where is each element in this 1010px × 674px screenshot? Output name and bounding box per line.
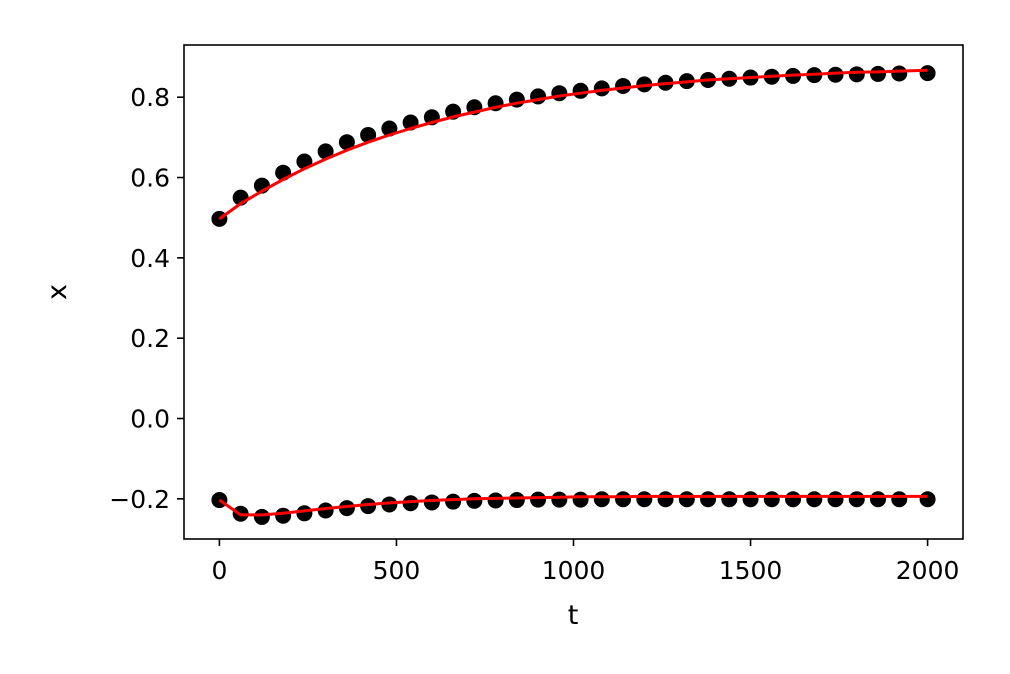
data-point <box>721 491 738 508</box>
data-point <box>360 498 377 515</box>
data-point <box>678 491 695 508</box>
fit-line <box>218 494 928 517</box>
marks <box>211 65 936 525</box>
fit-line <box>218 68 928 221</box>
y-tick-label: 0.0 <box>130 405 170 434</box>
y-axis-label: x <box>42 284 73 300</box>
data-point <box>530 491 547 508</box>
data-point <box>253 508 270 525</box>
data-point <box>615 77 632 94</box>
data-point <box>870 65 887 82</box>
data-point <box>317 502 334 519</box>
data-point <box>806 491 823 508</box>
plot-frame <box>183 44 964 540</box>
data-point <box>551 85 568 102</box>
data-point <box>919 65 936 82</box>
data-point <box>785 491 802 508</box>
data-point <box>636 491 653 508</box>
y-tick-label: 0.6 <box>130 164 170 193</box>
data-point <box>827 66 844 83</box>
data-point <box>615 491 632 508</box>
data-point <box>466 492 483 509</box>
x-tick-label: 1000 <box>542 556 606 585</box>
data-point <box>763 491 780 508</box>
data-point <box>891 491 908 508</box>
x-tick-label: 1500 <box>719 556 783 585</box>
data-point <box>742 491 759 508</box>
data-point <box>657 491 674 508</box>
data-point <box>870 491 887 508</box>
data-point <box>338 500 355 517</box>
data-point <box>848 491 865 508</box>
data-point <box>296 505 313 522</box>
data-point <box>700 491 717 508</box>
data-point <box>572 491 589 508</box>
data-point <box>338 134 355 151</box>
y-tick-label: 0.8 <box>130 83 170 112</box>
x-tick-label: 2000 <box>896 556 960 585</box>
y-tick-label: −0.2 <box>109 485 170 514</box>
x-tick-label: 500 <box>373 556 421 585</box>
data-point <box>423 494 440 511</box>
data-point <box>445 493 462 510</box>
data-point <box>381 496 398 513</box>
y-tick-label: 0.2 <box>130 324 170 353</box>
data-point <box>360 126 377 143</box>
data-point <box>508 492 525 509</box>
data-point <box>593 491 610 508</box>
data-point <box>827 491 844 508</box>
x-tick-label: 0 <box>211 556 227 585</box>
ticks: 0 500 1000 1500 2000 −0.2 0.0 0.2 0.4 0.6 0.8 <box>109 83 959 585</box>
data-point <box>487 492 504 509</box>
data-point <box>891 65 908 82</box>
data-point <box>317 143 334 160</box>
data-point <box>275 507 292 524</box>
data-point <box>572 82 589 99</box>
data-point <box>551 491 568 508</box>
x-axis-label: t <box>568 600 579 631</box>
y-tick-label: 0.4 <box>130 244 170 273</box>
data-point <box>919 491 936 508</box>
data-point <box>402 495 419 512</box>
data-point <box>848 66 865 83</box>
